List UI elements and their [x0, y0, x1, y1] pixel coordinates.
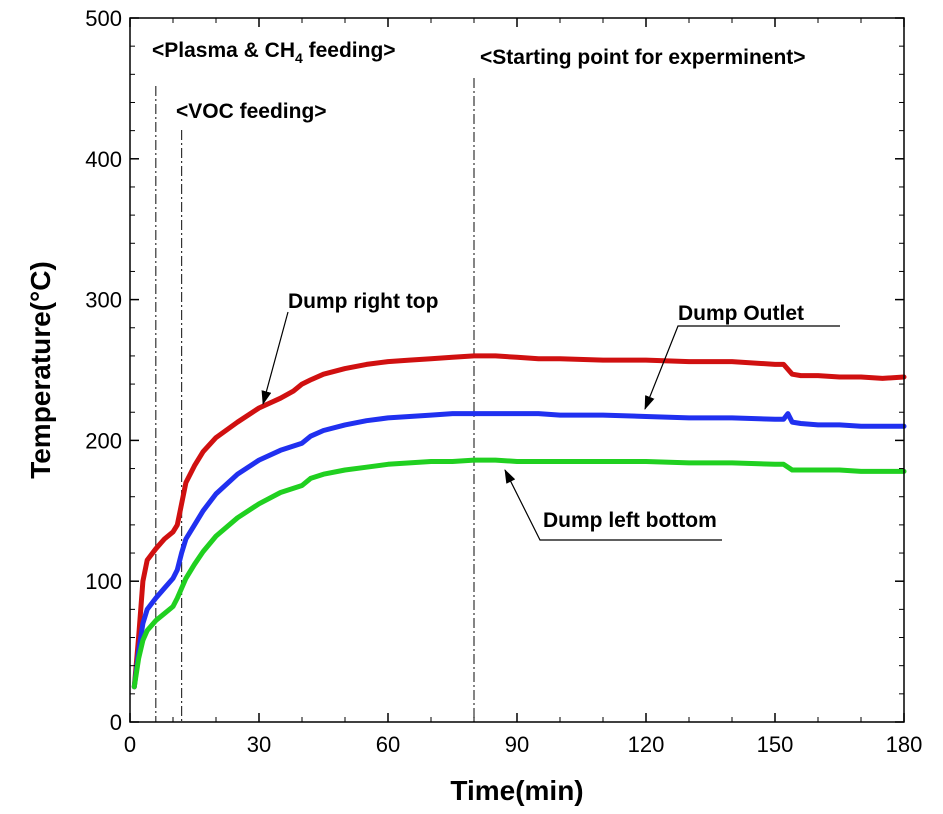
- x-tick-label: 180: [886, 732, 923, 757]
- y-tick-label: 0: [110, 710, 122, 735]
- vertical-marker-lines: [155, 78, 475, 722]
- x-tick-label: 30: [247, 732, 271, 757]
- series-line-dump-outlet: [131, 411, 907, 690]
- y-axis-title: Temperature(°C): [25, 261, 56, 479]
- x-tick-label: 120: [628, 732, 665, 757]
- y-tick-label: 200: [85, 428, 122, 453]
- annotation-start-experiment: <Starting point for experminent>: [480, 46, 806, 69]
- series-lines: [131, 353, 907, 690]
- x-axis-title: Time(min): [450, 775, 583, 806]
- tick-labels: 0 30 60 90 120 150 180 0 100 200 300 400 500: [85, 6, 922, 757]
- annotation-voc-feeding: <VOC feeding>: [176, 100, 327, 123]
- y-tick-label: 400: [85, 147, 122, 172]
- x-tick-label: 60: [376, 732, 400, 757]
- series-line-dump-right-top: [131, 353, 907, 690]
- x-tick-label: 0: [124, 732, 136, 757]
- label-dump-left-bottom: Dump left bottom: [543, 509, 717, 532]
- leader-dump-right-top: [261, 311, 289, 405]
- leader-dump-outlet: [644, 325, 840, 410]
- x-tick-label: 90: [505, 732, 529, 757]
- series-line-dump-left-bottom: [131, 457, 907, 690]
- label-dump-right-top: Dump right top: [288, 290, 438, 313]
- label-dump-outlet: Dump Outlet: [678, 302, 804, 325]
- axes: [129, 17, 905, 723]
- y-tick-label: 100: [85, 569, 122, 594]
- x-tick-label: 150: [757, 732, 794, 757]
- y-tick-label: 500: [85, 6, 122, 31]
- annotation-plasma-feeding: <Plasma & CH4 feeding>: [152, 39, 396, 66]
- leader-dump-left-bottom: [504, 469, 722, 541]
- y-tick-label: 300: [85, 288, 122, 313]
- annotation-leaders: [261, 311, 840, 541]
